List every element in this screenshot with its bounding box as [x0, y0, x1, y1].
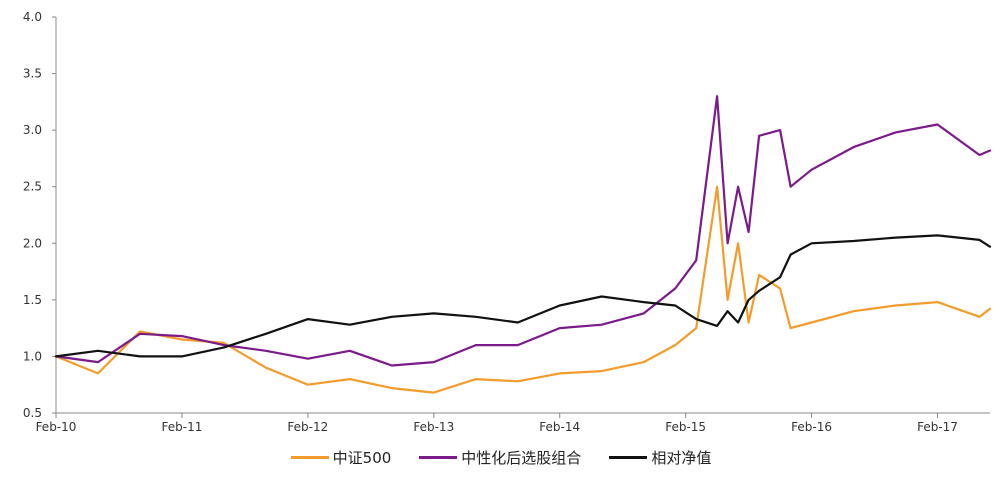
x-tick-label: Feb-16: [791, 420, 832, 434]
y-tick-label: 1.0: [23, 349, 42, 363]
chart-svg: 0.51.01.52.02.53.03.54.0 Feb-10 Feb-11 Feb…: [23, 10, 992, 434]
y-tick-label: 0.5: [23, 406, 42, 420]
series-layer: [54, 95, 992, 394]
legend-swatch-csi500: [290, 456, 329, 459]
y-tick-label: 2.5: [23, 180, 42, 194]
legend-item-csi500: 中证500: [290, 447, 392, 468]
legend-swatch-neutralized-portfolio: [419, 456, 458, 459]
series-line-relative-nav: [54, 234, 992, 358]
y-axis: 0.5 1.0 1.5 2.0 2.5 3.0 3.5 4.0: [23, 10, 57, 420]
y-tick-label: 1.5: [23, 293, 42, 307]
x-tick-label: Feb-13: [413, 420, 454, 434]
legend-label-relative-nav: 相对净值: [651, 449, 712, 467]
x-tick-label: Feb-14: [539, 420, 580, 434]
y-tick-label: 3.0: [23, 123, 42, 137]
x-tick-label: Feb-17: [917, 420, 958, 434]
series-line-csi500: [54, 185, 992, 394]
y-tick-label: 4.0: [23, 10, 42, 24]
legend-label-neutralized-portfolio: 中性化后选股组合: [461, 449, 582, 467]
x-tick-label: Feb-10: [36, 420, 77, 434]
y-tick-label: 2.0: [23, 236, 42, 250]
x-tick-label: Feb-12: [287, 420, 328, 434]
x-axis: Feb-10 Feb-11 Feb-12 Feb-13 Feb-14 Feb-15 Feb-…: [36, 412, 990, 434]
legend-item-relative-nav: 相对净值: [609, 447, 711, 468]
legend-label-csi500: 中证500: [332, 449, 392, 467]
series-line-neutralized-portfolio: [54, 95, 992, 367]
legend-swatch-relative-nav: [609, 456, 648, 459]
legend: 中证500 中性化后选股组合 相对净值: [0, 447, 1002, 468]
legend-item-neutralized-portfolio: 中性化后选股组合: [419, 447, 581, 468]
x-tick-label: Feb-11: [162, 420, 203, 434]
y-tick-label: 3.5: [23, 67, 42, 81]
x-tick-label: Feb-15: [665, 420, 706, 434]
